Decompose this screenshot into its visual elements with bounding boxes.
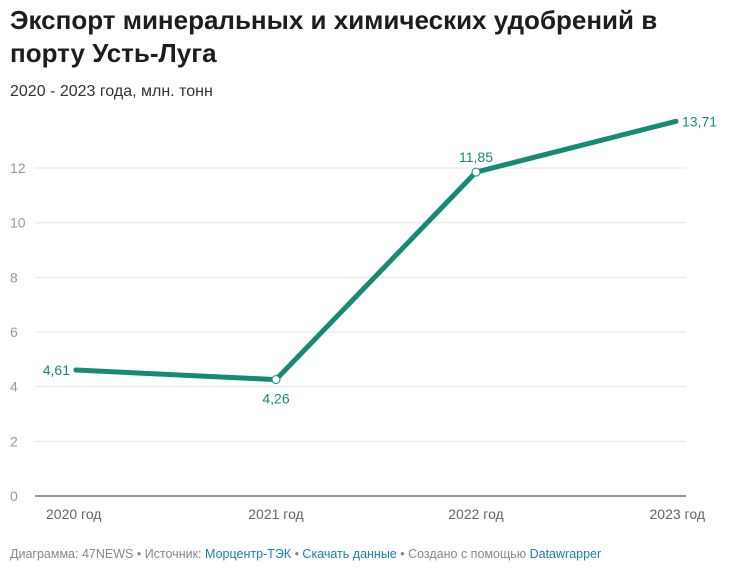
data-point xyxy=(271,375,281,385)
data-label: 13,71 xyxy=(682,113,717,129)
source-link[interactable]: Морцентр-ТЭК xyxy=(205,547,292,561)
created-with-label: Создано с помощью xyxy=(408,547,527,561)
y-tick-label: 8 xyxy=(10,269,18,285)
data-label: 4,61 xyxy=(43,362,70,378)
y-tick-label: 4 xyxy=(10,379,18,395)
datawrapper-link[interactable]: Datawrapper xyxy=(529,547,602,561)
series-line xyxy=(73,118,679,383)
x-tick-label: 2022 год xyxy=(448,506,503,522)
chart-subtitle: 2020 - 2023 года, млн. тонн xyxy=(10,83,213,100)
y-tick-label: 10 xyxy=(10,215,26,231)
chart-credit: Диаграмма: 47NEWS xyxy=(10,547,134,561)
separator: • xyxy=(133,547,145,561)
y-tick-label: 6 xyxy=(10,324,18,340)
y-tick-label: 2 xyxy=(10,433,18,449)
separator: • xyxy=(291,547,303,561)
chart-title: Экспорт минеральных и химических удобрен… xyxy=(10,5,658,68)
x-tick-label: 2021 год xyxy=(248,506,303,522)
data-point xyxy=(471,167,481,177)
download-data-link[interactable]: Скачать данные xyxy=(302,547,397,561)
y-tick-label: 12 xyxy=(10,160,26,176)
x-tick-label: 2023 год xyxy=(650,506,705,522)
chart-footer: Диаграмма: 47NEWS • Источник: Морцентр-Т… xyxy=(10,547,601,561)
separator: • xyxy=(396,547,409,561)
data-label: 4,26 xyxy=(262,391,289,407)
source-label: Источник: xyxy=(144,547,202,561)
data-label: 11,85 xyxy=(459,149,493,165)
x-tick-label: 2020 год xyxy=(46,506,101,522)
y-tick-label: 0 xyxy=(10,488,18,504)
